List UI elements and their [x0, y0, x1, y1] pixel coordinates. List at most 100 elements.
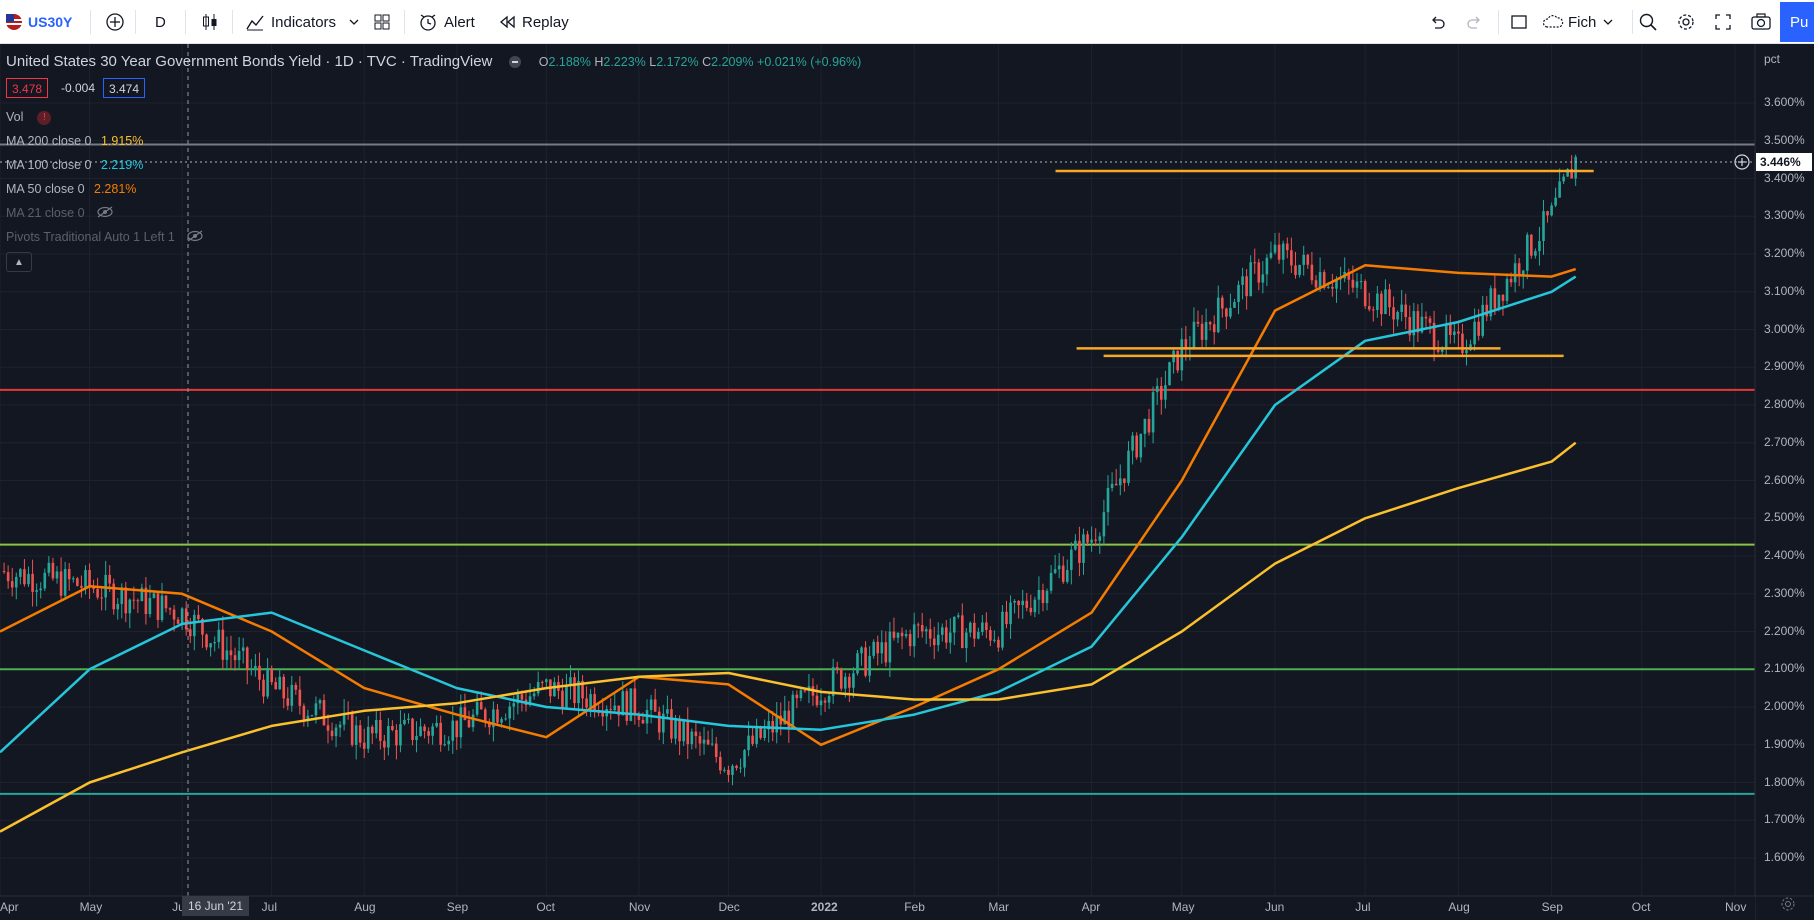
candle-body [1400, 304, 1403, 312]
candle-body [1159, 385, 1163, 400]
candle-body [278, 676, 282, 690]
candle-body [1184, 339, 1188, 350]
fullscreen-button[interactable] [1714, 0, 1732, 44]
settings-button[interactable] [1676, 0, 1696, 44]
ma100-legend[interactable]: MA 100 close 0 2.219% [6, 158, 143, 172]
candle-body [1505, 278, 1509, 301]
interval-button[interactable]: D [155, 0, 166, 44]
candle-body [1489, 288, 1493, 317]
symbol-title[interactable]: United States 30 Year Government Bonds Y… [6, 53, 493, 70]
pivots-legend[interactable]: Pivots Traditional Auto 1 Left 1 [6, 230, 204, 245]
indicators-icon [245, 12, 265, 32]
price-tick-label: 2.800% [1764, 397, 1805, 411]
candle-body [1151, 392, 1155, 433]
candle-body [403, 719, 406, 725]
publish-button[interactable]: Pu [1780, 2, 1814, 42]
undo-button[interactable] [1428, 0, 1446, 44]
ma50-legend[interactable]: MA 50 close 0 2.281% [6, 182, 136, 196]
eye-off-icon[interactable] [96, 206, 114, 221]
candle-body [1139, 433, 1143, 458]
templates-button[interactable] [372, 0, 392, 44]
candle-body [1351, 279, 1355, 288]
candle-body [1444, 324, 1448, 349]
top-toolbar: US30Y D Indicators Alert Replay Fich [0, 0, 1814, 44]
candle-body [1554, 197, 1557, 206]
candle-body [1261, 274, 1265, 283]
alert-button[interactable]: Alert [418, 0, 475, 44]
chevron-up-icon: ▲ [14, 257, 24, 268]
sell-price-box[interactable]: 3.478 [6, 78, 49, 98]
search-icon [1638, 12, 1658, 32]
indicators-button[interactable]: Indicators [245, 0, 336, 44]
candle-body [540, 682, 544, 684]
candle-body [314, 703, 318, 716]
candle-body [892, 631, 896, 638]
candle-body [1147, 418, 1151, 433]
candle-body [896, 632, 900, 638]
price-tick-label: 3.100% [1764, 283, 1805, 298]
ma200-label: MA 200 close 0 [6, 134, 92, 148]
candle-body [932, 638, 936, 646]
candle-body [601, 712, 604, 717]
candle-body [1574, 156, 1577, 179]
candle-body [80, 585, 83, 588]
candle-body [1204, 322, 1208, 340]
candle-body [1061, 565, 1065, 582]
symbol-search[interactable]: US30Y [6, 0, 72, 44]
candle-body [1513, 263, 1517, 283]
candle-body [997, 639, 1000, 648]
ma21-legend[interactable]: MA 21 close 0 [6, 206, 114, 221]
chart-type-button[interactable] [200, 0, 220, 44]
replay-button[interactable]: Replay [498, 0, 569, 44]
candle-body [1033, 599, 1037, 613]
candle-body [104, 574, 107, 598]
time-tick-label: Jun [1264, 900, 1285, 914]
candle-body [508, 706, 511, 719]
legend-collapse-button[interactable]: ▲ [6, 252, 32, 272]
layout-save-button[interactable]: Fich [1542, 0, 1614, 44]
indicators-dropdown[interactable] [348, 0, 360, 44]
rewind-icon [498, 13, 516, 31]
candle-body [948, 632, 952, 643]
buy-price-box[interactable]: 3.474 [103, 78, 146, 98]
candle-body [1277, 244, 1281, 260]
candle-body [1331, 286, 1334, 289]
candle-body [184, 608, 188, 630]
warning-icon[interactable]: ! [37, 110, 52, 125]
redo-button[interactable] [1466, 0, 1484, 44]
candle-body [14, 576, 18, 588]
candle-body [1208, 322, 1212, 325]
candle-body [1196, 321, 1200, 324]
ma200-legend[interactable]: MA 200 close 0 1.915% [6, 134, 143, 148]
candle-body [581, 680, 584, 699]
candle-body [888, 631, 892, 663]
candle-body [6, 572, 10, 582]
candle-body [415, 736, 418, 740]
candle-body [633, 688, 637, 716]
vol-indicator-legend[interactable]: Vol! [6, 110, 52, 125]
candle-body [682, 720, 685, 742]
candle-body [399, 724, 402, 746]
candle-body [229, 650, 233, 656]
candle-body [326, 725, 330, 731]
candle-body [1542, 211, 1545, 242]
candle-body [205, 634, 208, 648]
settings-gear-icon[interactable] [1780, 896, 1796, 917]
fullscreen-layout-button[interactable] [1510, 0, 1528, 44]
compare-button[interactable] [105, 0, 125, 44]
candle-body [1216, 297, 1220, 333]
candle-body [649, 699, 653, 710]
snapshot-button[interactable] [1750, 0, 1772, 44]
price-tick-label: 2.600% [1764, 472, 1805, 487]
candle-body [306, 715, 310, 720]
ma50-label: MA 50 close 0 [6, 182, 85, 196]
time-tick-label: Apr [0, 900, 19, 914]
search-button[interactable] [1638, 0, 1658, 44]
candle-body [225, 650, 229, 660]
open-key: O [538, 55, 549, 69]
eye-off-icon[interactable] [186, 230, 204, 245]
candle-body [641, 719, 645, 724]
price-tick-label: 3.500% [1764, 132, 1805, 147]
candle-body [1098, 536, 1102, 541]
